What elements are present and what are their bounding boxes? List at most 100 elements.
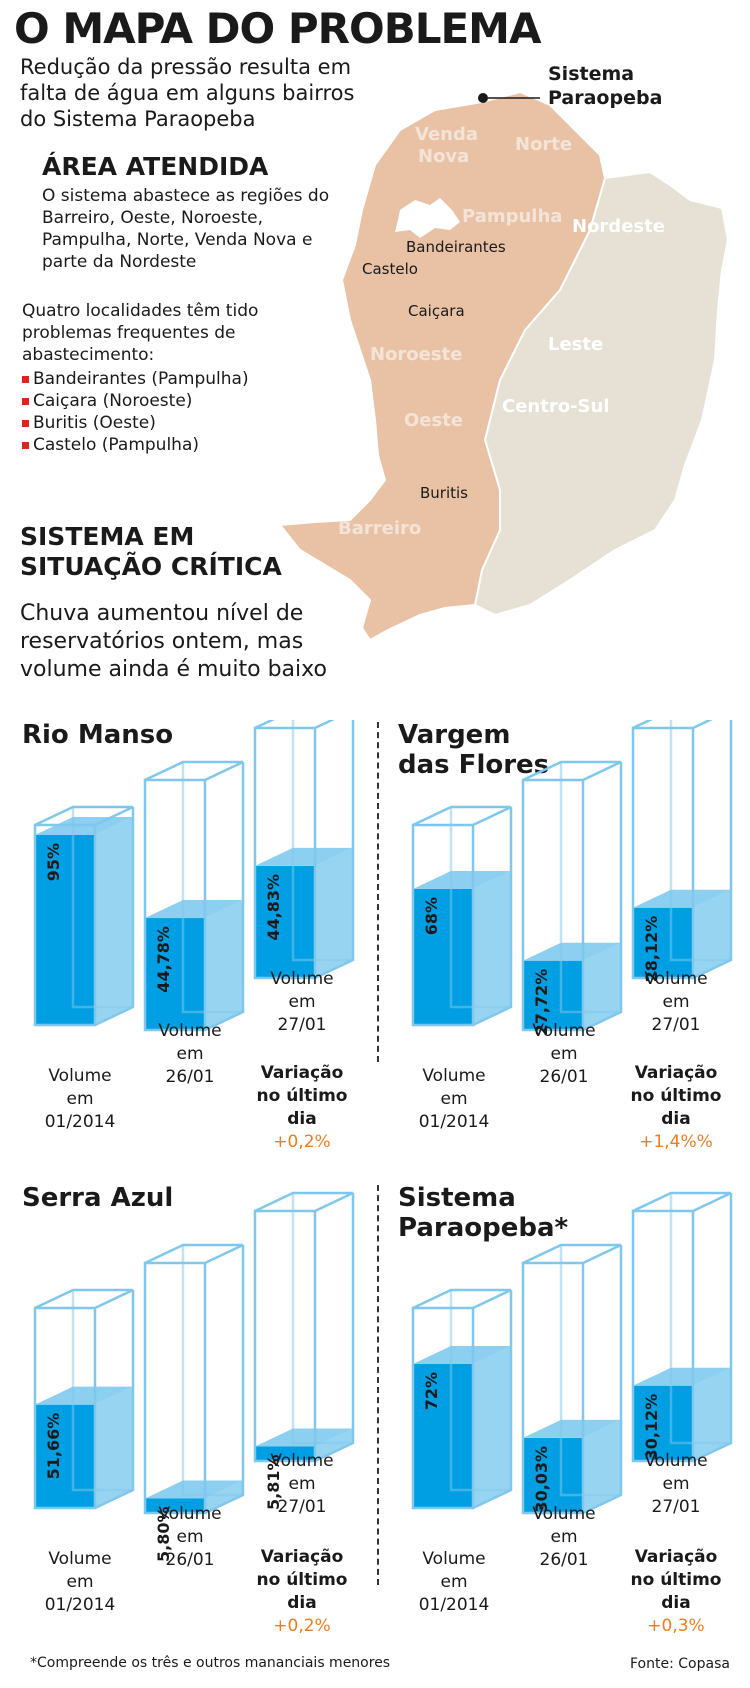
reservoir-title-paraopeba: Sistema Paraopeba* [398,1183,569,1243]
reservoir-title-rio-manso: Rio Manso [22,720,174,750]
tank-percent-label: 28,12% [642,916,661,983]
tank-percent-label: 27,72% [532,969,551,1036]
reservoir-title-vargem: Vargem das Flores [398,720,550,780]
tank-glass-top [144,760,244,782]
map-region-nordeste: Nordeste [572,216,665,237]
tank-water-top [633,1367,731,1386]
caption-vol-2014: Volume em 01/2014 [418,1549,490,1615]
map-place-caicara: Caiçara [408,302,465,320]
tank-glass-back [559,1245,621,1497]
map-system-label-line1: Sistema [548,63,634,85]
tank-glass-front [411,823,475,1027]
tank-water-top [145,1480,243,1499]
caption-vol-2601: Volume em 26/01 [532,1021,596,1087]
red-square-icon [22,397,29,405]
red-square-icon [22,419,29,427]
tank-water-top [35,1386,133,1405]
tank-percent-label: 30,03% [532,1446,551,1513]
source: Fonte: Copasa [630,1656,730,1672]
tank-glass-back [449,807,511,1009]
tank-water-top [413,871,511,889]
tank-water-front [523,960,583,1030]
tank-glass-top [34,805,134,827]
tank-percent-label: 51,66% [44,1413,63,1480]
tank-glass-back [669,720,731,962]
tank-glass-top [34,1288,134,1310]
tank-percent-label: 5,80% [154,1507,173,1563]
tank-glass-top [254,1191,354,1213]
tank-water-top [145,900,243,919]
map-system-label-line2: Paraopeba [548,87,662,109]
map-region-leste: Leste [548,334,603,355]
tank-glass-front [143,1261,207,1515]
tank-glass-back [291,1193,353,1445]
map-lake-pampulha [395,198,460,238]
red-square-icon [22,441,29,449]
tank-water-top [255,847,353,866]
map-place-castelo: Castelo [362,260,418,278]
area-text: O sistema abastece as regiões do Barreir… [42,186,330,272]
tank-water-side [205,900,243,1030]
tank-glass-top [522,1243,622,1265]
tank-water-front [633,1385,693,1461]
tank-glass-front [253,1209,317,1463]
tank-water-side [315,847,353,978]
tank-water-front [145,1498,205,1513]
tank-water-top [523,942,621,961]
tank-glass-back [71,1290,133,1492]
tank-water-side [583,942,621,1030]
map-system-label: Sistema Paraopeba [548,63,662,109]
reservoir-chart-rio-manso: 95% 44,78% 44,83% [33,720,355,1032]
tank-glass-side [204,1245,245,1515]
tank-glass-back [449,1290,511,1492]
tank-water-front [35,835,95,1025]
caption-vol-2701: Volume em 27/01 [270,969,334,1035]
tank-water-front [523,1437,583,1513]
tank-glass-front [521,1261,585,1515]
tank-glass-top [412,805,512,827]
map-region-venda-nova: Venda Nova [415,124,478,167]
tank-percent-label: 72% [422,1372,441,1410]
region-map: Sistema Paraopeba Venda Nova Norte Pampulh… [278,63,730,642]
tank-glass-front [253,726,317,980]
tank-water-side [205,1480,243,1513]
reservoir-chart-paraopeba: 72% 30,03% 30,12% [411,1191,733,1515]
tank-percent-label: 5,81% [264,1454,283,1510]
tank-water-side [693,1367,731,1461]
area-heading: ÁREA ATENDIDA [42,152,269,181]
tank-water-side [315,1428,353,1461]
tank-glass-top [144,1243,244,1265]
list-item: Bandeirantes (Pampulha) [22,368,249,390]
tank-glass-side [314,1193,355,1463]
tank-water-top [633,889,731,908]
map-place-buritis: Buritis [420,484,468,502]
tank-percent-label: 44,83% [264,874,283,941]
tank-percent-label: 68% [422,897,441,935]
reservoir-chart-serra-azul: 51,66% 5,80% 5,81% [33,1191,355,1563]
tank-glass-front [631,726,695,980]
critical-text: Chuva aumentou nível de reservatórios on… [20,601,327,682]
tank-water-side [473,871,511,1025]
tank-water-front [255,1446,315,1461]
tank-glass-front [33,1306,97,1510]
tank-glass-back [669,1193,731,1445]
tank-water-side [473,1346,511,1508]
caption-vol-2601: Volume em 26/01 [158,1504,222,1570]
caption-vol-2701: Volume em 27/01 [644,969,708,1035]
reservoir-chart-vargem: 68% 27,72% 28,12% [411,720,733,1036]
tank-glass-back [71,807,133,1009]
tank-water-side [693,889,731,978]
variation-paraopeba: Variação no último dia +0,3% [630,1547,722,1636]
caption-vol-2014: Volume em 01/2014 [44,1549,116,1615]
list-item: Caiçara (Noroeste) [22,390,249,412]
tank-percent-label: 30,12% [642,1394,661,1461]
tank-water-front [633,907,693,978]
tank-water-front [413,889,473,1025]
map-region-centro-sul: Centro-Sul [502,396,610,417]
tank-water-top [523,1419,621,1438]
column-divider-top [377,722,379,1062]
page-subtitle: Redução da pressão resulta em falta de á… [20,55,355,131]
map-region-pampulha: Pampulha [462,206,562,227]
variation-value: +1,4%% [639,1132,713,1152]
map-region-barreiro: Barreiro [338,518,421,539]
